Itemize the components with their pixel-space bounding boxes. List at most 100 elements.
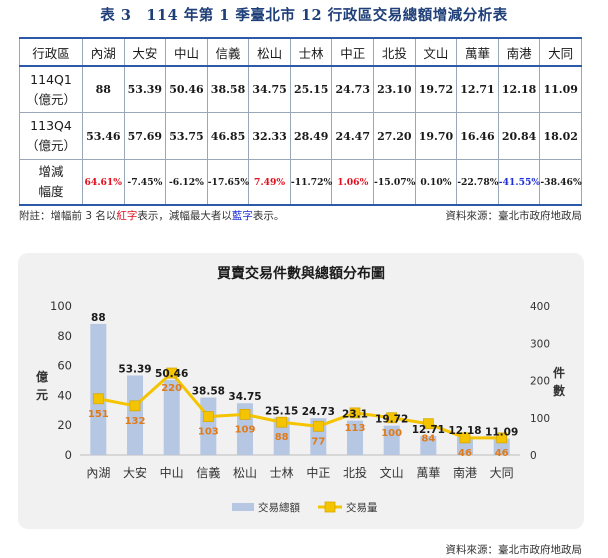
line-value-label: 46 [458, 448, 472, 459]
bar-value-label: 53.39 [118, 363, 151, 375]
right-axis-label: 件數 [553, 365, 565, 398]
chart-panel [18, 253, 584, 529]
table-cell: 57.69 [123, 112, 167, 160]
row-label-change: 增減 幅度 [19, 159, 83, 206]
table-cell: 28.49 [289, 112, 333, 160]
line-value-label: 132 [125, 416, 146, 427]
note-red-word: 紅字 [116, 210, 138, 222]
line-point [422, 418, 434, 430]
legend-line-marker [324, 501, 336, 513]
table-row-114q1: 114Q1 （億元） 88 53.39 50.46 38.58 34.75 25.15 24… [19, 65, 582, 113]
note-prefix: 附註：增幅前 3 名以 [19, 210, 117, 222]
line-value-label: 109 [235, 424, 256, 435]
category-label: 信義 [196, 465, 220, 480]
note-suffix: 表示。 [252, 210, 285, 222]
legend-line-label: 交易量 [346, 501, 378, 514]
table-row-113q4: 113Q4 （億元） 53.46 57.69 53.75 46.85 32.33 28.4… [19, 112, 582, 160]
change-cell: -41.55% [497, 159, 541, 206]
table-source: 資料來源：臺北市政府地政局 [445, 210, 583, 222]
table-cell: 46.85 [206, 112, 250, 160]
line-point [202, 411, 214, 423]
bar-value-label: 12.18 [448, 425, 481, 437]
table-cell: 23.10 [373, 65, 416, 113]
category-label: 中山 [160, 465, 184, 480]
line-value-label: 103 [198, 427, 219, 438]
bar [420, 436, 437, 455]
bar [90, 323, 107, 455]
change-cell: -22.78% [456, 159, 499, 206]
table-cell: 53.75 [165, 112, 208, 160]
right-axis-tick-label: 300 [530, 338, 550, 350]
corner-header: 行政區 [19, 37, 83, 67]
district-header: 北投 [373, 37, 416, 67]
change-cell: 7.49% [248, 159, 291, 206]
note-middle: 表示，減幅最大者以 [137, 210, 232, 222]
row-label-114q1: 114Q1 （億元） [19, 65, 83, 113]
change-cell: -11.72% [289, 159, 333, 206]
line-point [276, 416, 288, 428]
line-value-label: 151 [88, 409, 109, 420]
category-label: 文山 [380, 465, 404, 480]
table-cell: 19.70 [414, 112, 458, 160]
line-value-label: 77 [311, 436, 325, 447]
line-series [98, 370, 502, 440]
row-label-change-top: 增減 [38, 164, 64, 179]
left-axis-tick-label: 20 [57, 418, 72, 432]
bar-value-label: 38.58 [192, 386, 225, 398]
bar-value-label: 24.73 [302, 406, 335, 418]
line-value-label: 113 [345, 423, 366, 434]
district-header: 大同 [539, 37, 582, 67]
left-axis-tick-label: 40 [57, 388, 72, 402]
category-label: 士林 [270, 466, 294, 480]
left-axis-tick-label: 60 [57, 359, 72, 373]
right-axis-tick-label: 100 [530, 413, 550, 425]
district-header: 大安 [123, 37, 167, 67]
line-point [166, 367, 178, 379]
bar-value-label: 50.46 [155, 368, 188, 380]
line-value-label: 220 [161, 383, 182, 394]
bar-value-label: 88 [91, 312, 106, 324]
row-label-period: 114Q1 [30, 71, 72, 87]
change-cell: -7.45% [123, 159, 167, 206]
legend-bar-swatch [232, 503, 254, 511]
table-cell: 11.09 [539, 65, 582, 113]
district-stats-table: 行政區 內湖 大安 中山 信義 松山 士林 中正 北投 文山 萬華 南港 大同 114Q1 （億元） … [19, 37, 582, 206]
district-header: 南港 [497, 37, 541, 67]
bar-value-label: 11.09 [485, 426, 518, 438]
table-footnote: 附註：增幅前 3 名以紅字表示，減幅最大者以藍字表示。 [19, 208, 284, 223]
district-header: 內湖 [82, 37, 125, 67]
district-header: 信義 [206, 37, 250, 67]
table-cell: 24.73 [331, 65, 375, 113]
bar-value-label: 25.15 [265, 406, 298, 418]
legend-bar-label: 交易總額 [258, 501, 300, 514]
right-axis-tick-label: 400 [530, 301, 550, 313]
line-point [312, 420, 324, 432]
category-label: 大安 [123, 465, 147, 480]
change-cell: 1.06% [331, 159, 375, 206]
change-cell: 64.61% [82, 159, 125, 206]
bar [127, 375, 143, 455]
table-cell: 32.33 [248, 112, 291, 160]
right-axis-tick-label: 0 [530, 450, 537, 462]
chart-source: 資料來源：臺北市政府地政局 [445, 544, 583, 556]
table-cell: 88 [82, 65, 125, 113]
row-label-unit: （億元） [25, 91, 76, 107]
line-value-label: 88 [275, 432, 289, 443]
left-axis-tick-label: 100 [50, 299, 72, 313]
table-header-row: 行政區 內湖 大安 中山 信義 松山 士林 中正 北投 文山 萬華 南港 大同 [19, 37, 582, 67]
table-cell: 38.58 [206, 65, 250, 113]
table-cell: 12.18 [497, 65, 541, 113]
category-label: 中正 [306, 465, 330, 480]
table-cell: 18.02 [539, 112, 582, 160]
line-point [129, 400, 141, 412]
left-axis-tick-label: 80 [57, 329, 72, 343]
table-cell: 19.72 [414, 65, 458, 113]
row-label-change-bottom: 幅度 [38, 184, 64, 199]
district-header: 萬華 [456, 37, 499, 67]
row-label-113q4: 113Q4 （億元） [19, 112, 83, 160]
line-point [386, 412, 398, 424]
change-cell: 0.10% [414, 159, 458, 206]
change-cell: -17.65% [206, 159, 250, 206]
line-point [92, 393, 104, 405]
table-cell: 53.46 [82, 112, 125, 160]
